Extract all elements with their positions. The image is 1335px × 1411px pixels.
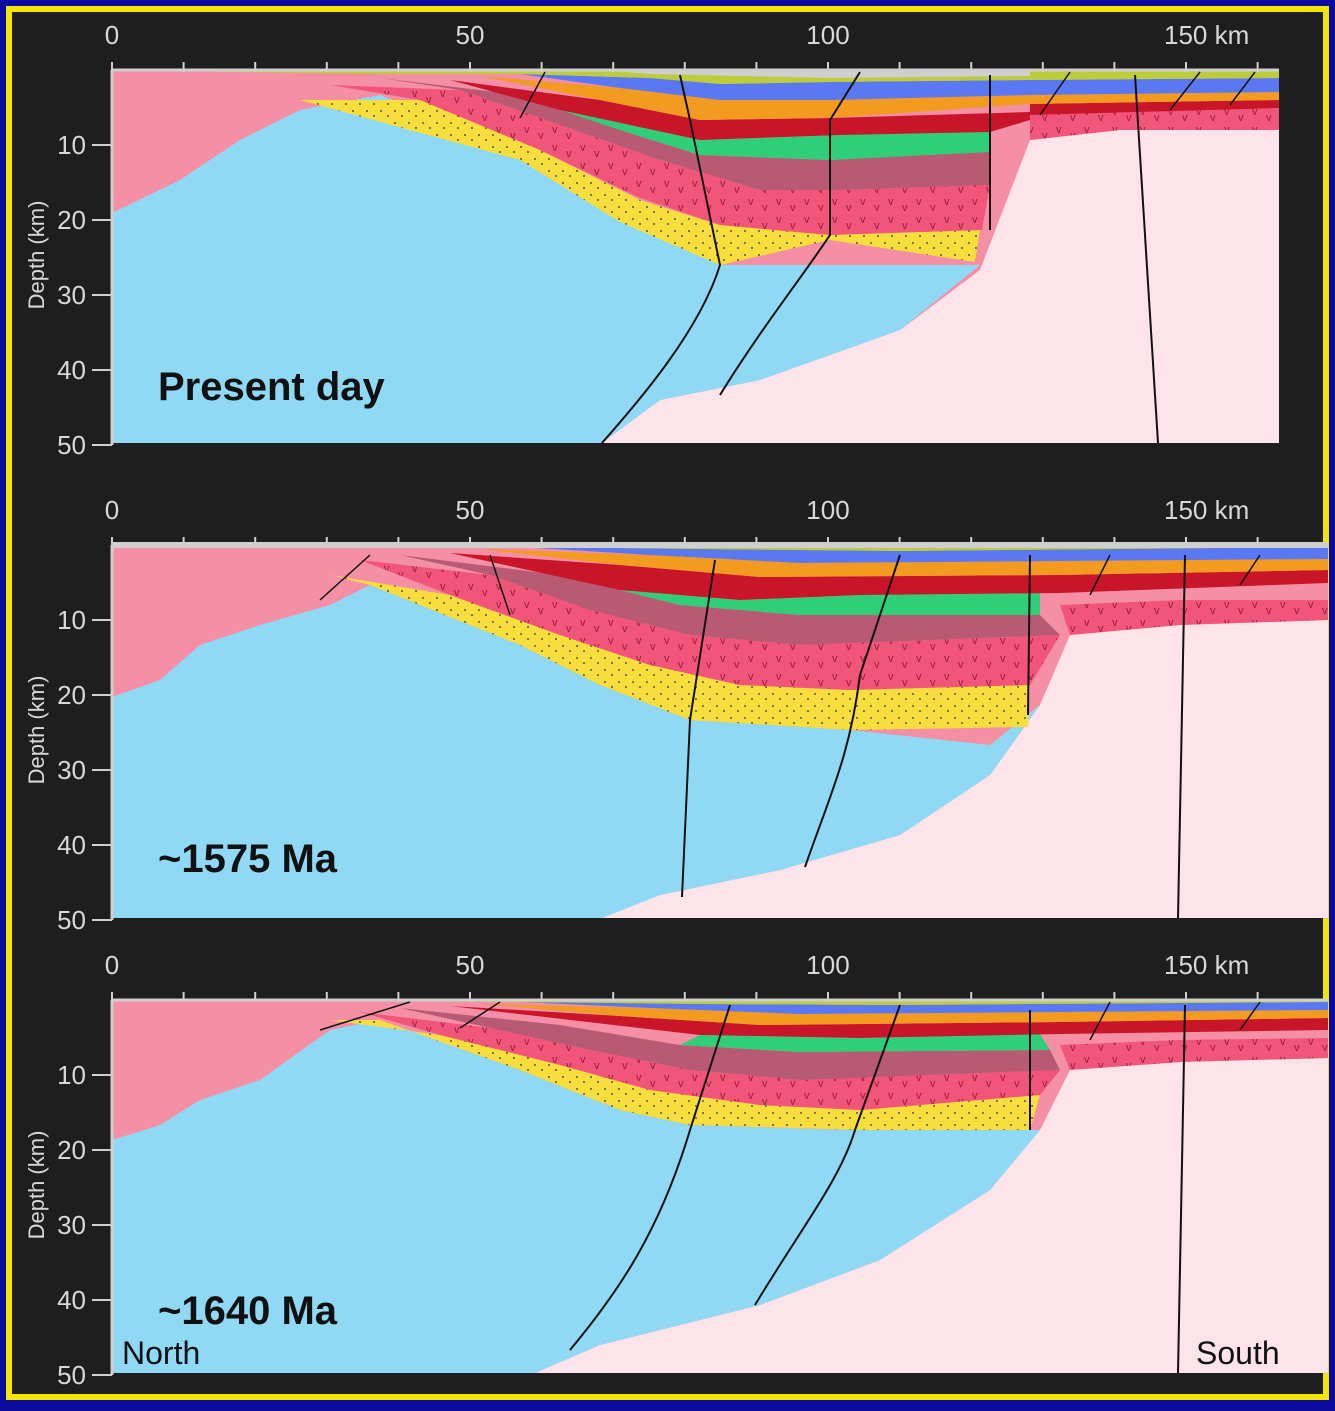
x-tick-label: 150 km (1164, 20, 1249, 50)
x-tick-label: 0 (105, 495, 119, 525)
panel-1640-ma (112, 1000, 1328, 1374)
y-tick-label: 10 (57, 605, 86, 635)
x-tick-label: 50 (456, 20, 485, 50)
y-tick-label: 20 (57, 205, 86, 235)
y-axis-title: Depth (km) (24, 676, 49, 785)
panel-1575-ma (112, 542, 1328, 919)
x-tick-label: 0 (105, 20, 119, 50)
panel-label: ~1640 Ma (158, 1289, 338, 1333)
y-tick-label: 50 (57, 430, 86, 460)
x-tick-label: 150 km (1164, 495, 1249, 525)
x-tick-label: 100 (806, 495, 849, 525)
x-tick-label: 50 (456, 495, 485, 525)
south-label: South (1196, 1335, 1280, 1371)
x-tick-label: 100 (806, 20, 849, 50)
y-tick-label: 50 (57, 1360, 86, 1390)
north-label: North (122, 1335, 200, 1371)
x-tick-label: 50 (456, 950, 485, 980)
y-tick-label: 40 (57, 830, 86, 860)
y-tick-label: 40 (57, 355, 86, 385)
panel-present-day (112, 70, 1279, 444)
y-tick-label: 20 (57, 1135, 86, 1165)
panel-label: ~1575 Ma (158, 837, 338, 881)
y-tick-label: 30 (57, 755, 86, 785)
y-axis-title: Depth (km) (24, 1131, 49, 1240)
y-tick-label: 30 (57, 1210, 86, 1240)
panel-label: Present day (158, 365, 386, 409)
y-tick-label: 40 (57, 1285, 86, 1315)
x-tick-label: 150 km (1164, 950, 1249, 980)
y-axis-title: Depth (km) (24, 201, 49, 310)
x-tick-label: 100 (806, 950, 849, 980)
y-tick-label: 30 (57, 280, 86, 310)
y-tick-label: 10 (57, 130, 86, 160)
y-tick-label: 50 (57, 905, 86, 935)
y-tick-label: 20 (57, 680, 86, 710)
y-tick-label: 10 (57, 1060, 86, 1090)
x-tick-label: 0 (105, 950, 119, 980)
